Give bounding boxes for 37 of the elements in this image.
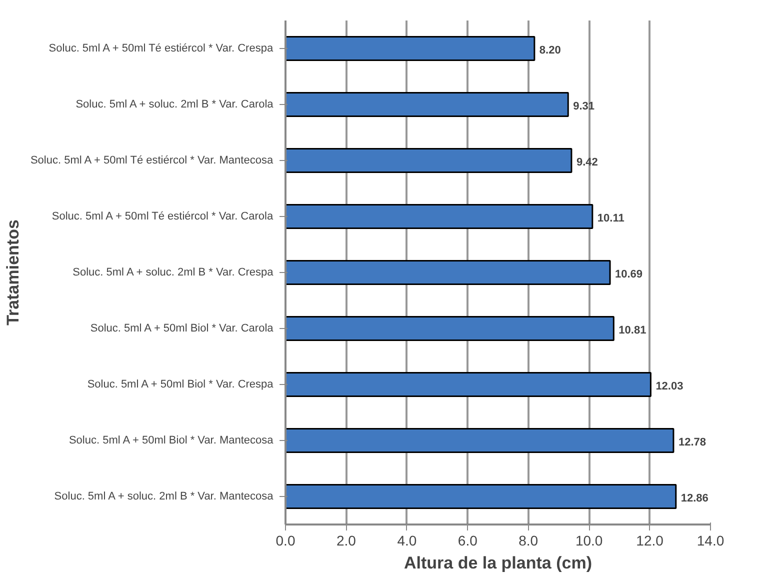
text: 6.0 [458,532,478,548]
text: 10.0 [575,532,603,548]
text: 8.0 [518,532,538,548]
data-label: 9.31 [573,100,595,112]
text: 12.0 [636,532,664,548]
text: 0.0 [276,532,296,548]
data-label: 9.42 [576,156,598,168]
data-label: 12.86 [680,492,708,504]
y-tick-label: Soluc. 5ml A + soluc. 2ml B * Var. Carola [76,98,274,110]
data-label: 10.69 [615,268,643,280]
y-tick-label: Soluc. 5ml A + 50ml Biol * Var. Carola [90,322,274,334]
y-tick-label: Soluc. 5ml A + 50ml Biol * Var. Mantecosa [68,434,274,446]
bar [286,484,677,510]
bar [286,372,652,398]
y-tick-label: Soluc. 5ml A + 50ml Biol * Var. Crespa [87,378,274,390]
y-tick-label: Soluc. 5ml A + 50ml Té estiércol * Var. Crespa [48,42,274,54]
text: 4.0 [397,532,417,548]
bar [286,260,611,286]
text: 14.0 [696,532,724,548]
y-tick-label: Soluc. 5ml A + 50ml Té estiércol * Var. Mantecosa [30,154,274,166]
y-tick-label: Soluc. 5ml A + 50ml Té estiércol * Var. Carola [52,210,274,222]
text: 2.0 [336,532,356,548]
data-label: 8.20 [539,44,561,56]
y-tick-label: Soluc. 5ml A + soluc. 2ml B * Var. Crespa [72,266,274,278]
data-label: 10.81 [618,324,646,336]
bar [286,316,614,342]
y-tick-label: Soluc. 5ml A + soluc. 2ml B * Var. Mantecosa [54,490,274,502]
data-label: 12.03 [656,380,684,392]
bar [286,428,674,454]
data-label: 12.78 [678,436,706,448]
bar [286,204,594,230]
bar [286,36,536,62]
data-label: 10.11 [597,212,624,224]
x-axis-title: Altura de la planta (cm) [404,554,592,572]
bar [286,148,572,174]
y-axis-title: Tratamientos [3,220,22,326]
bar [286,92,569,118]
